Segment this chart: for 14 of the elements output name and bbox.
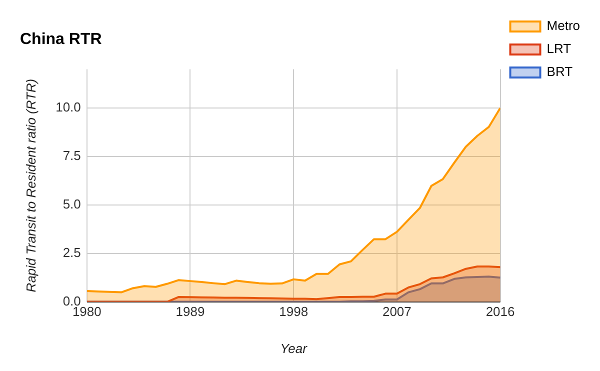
x-tick-label: 1998 — [279, 304, 308, 320]
y-tick-label: 10.0 — [56, 100, 81, 115]
legend-label: BRT — [546, 64, 573, 80]
y-tick-label: 2.5 — [62, 244, 81, 260]
chart-title: China RTR — [20, 31, 102, 48]
x-tick-label: 2016 — [486, 304, 515, 320]
legend-label: LRT — [546, 41, 572, 56]
x-axis-title: Year — [280, 340, 308, 356]
y-tick-label: 5.0 — [62, 196, 81, 212]
x-tick-label: 2007 — [382, 304, 412, 320]
y-axis-title: Rapid Transit to Resident ratio (RTR) — [23, 78, 38, 292]
x-tick-label: 1989 — [176, 304, 205, 320]
legend-label: Metro — [546, 18, 580, 34]
y-tick-label: 7.5 — [62, 148, 81, 164]
